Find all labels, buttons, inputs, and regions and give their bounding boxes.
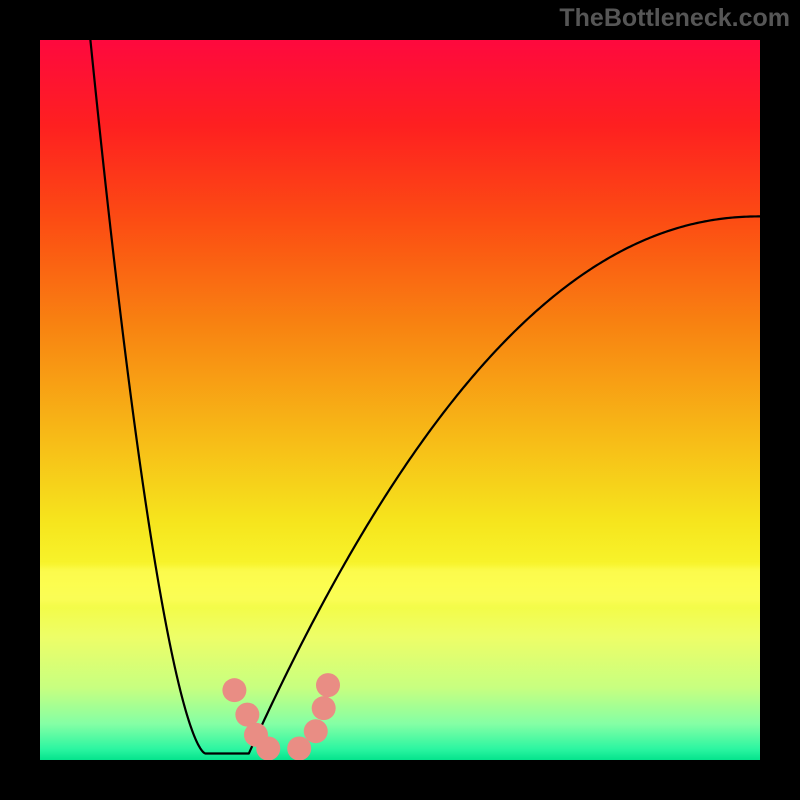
bottleneck-curve-chart: [0, 0, 800, 800]
chart-container: TheBottleneck.com: [0, 0, 800, 800]
watermark-text: TheBottleneck.com: [559, 4, 790, 33]
